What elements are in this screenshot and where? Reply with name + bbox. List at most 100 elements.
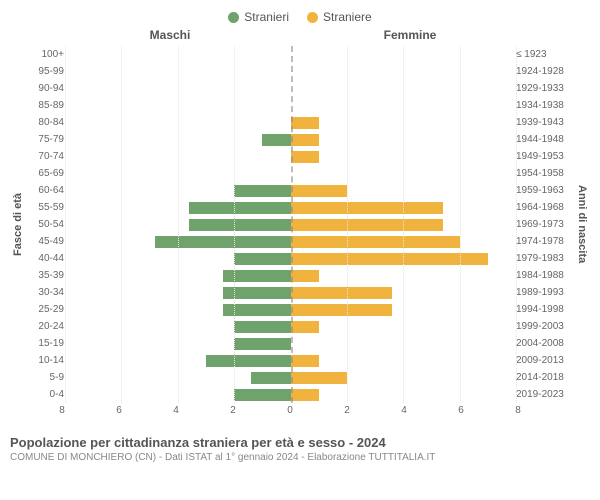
age-tick: 90-94 xyxy=(26,80,64,97)
birth-tick: 1954-1958 xyxy=(516,165,574,182)
bar-male xyxy=(234,253,290,265)
birth-tick: 1959-1963 xyxy=(516,182,574,199)
age-tick: 15-19 xyxy=(26,335,64,352)
age-tick: 30-34 xyxy=(26,284,64,301)
bar-male xyxy=(234,389,290,401)
birth-tick: 1979-1983 xyxy=(516,250,574,267)
birth-tick: 1929-1933 xyxy=(516,80,574,97)
birth-tick: 1924-1928 xyxy=(516,63,574,80)
bar-female xyxy=(291,236,460,248)
x-tick: 6 xyxy=(116,405,122,416)
bar-male xyxy=(223,304,291,316)
legend-label-female: Straniere xyxy=(323,10,372,24)
birth-tick: 1969-1973 xyxy=(516,216,574,233)
x-tick: 2 xyxy=(344,405,350,416)
ylabel-right: Anni di nascita xyxy=(574,46,590,403)
age-tick: 95-99 xyxy=(26,63,64,80)
birth-tick: 1994-1998 xyxy=(516,301,574,318)
age-tick: 60-64 xyxy=(26,182,64,199)
header-female: Femmine xyxy=(290,28,590,42)
bar-male xyxy=(251,372,290,384)
age-tick: 75-79 xyxy=(26,131,64,148)
bar-male xyxy=(189,219,290,231)
bar-female xyxy=(291,355,319,367)
x-tick: 4 xyxy=(401,405,407,416)
birth-tick: 1944-1948 xyxy=(516,131,574,148)
age-tick: 0-4 xyxy=(26,386,64,403)
birth-tick: 1984-1988 xyxy=(516,267,574,284)
age-tick: 80-84 xyxy=(26,114,64,131)
legend-swatch-male xyxy=(228,12,239,23)
age-tick: 10-14 xyxy=(26,352,64,369)
x-tick: 2 xyxy=(230,405,236,416)
age-tick: 40-44 xyxy=(26,250,64,267)
birth-tick: 2004-2008 xyxy=(516,335,574,352)
age-tick: 25-29 xyxy=(26,301,64,318)
bar-female xyxy=(291,117,319,129)
bar-male xyxy=(262,134,290,146)
legend-label-male: Stranieri xyxy=(244,10,289,24)
bar-male xyxy=(234,185,290,197)
birth-tick: 1934-1938 xyxy=(516,97,574,114)
bar-female xyxy=(291,202,443,214)
x-tick: 6 xyxy=(458,405,464,416)
legend-item-female: Straniere xyxy=(307,10,372,24)
age-tick: 20-24 xyxy=(26,318,64,335)
legend: Stranieri Straniere xyxy=(10,10,590,24)
birth-tick: 1964-1968 xyxy=(516,199,574,216)
column-headers: Maschi Femmine xyxy=(10,28,590,42)
bar-female xyxy=(291,134,319,146)
bar-female xyxy=(291,253,488,265)
bar-female xyxy=(291,321,319,333)
bar-male xyxy=(234,338,290,350)
age-axis: 100+95-9990-9485-8980-8475-7970-7465-696… xyxy=(26,46,64,403)
bar-female xyxy=(291,270,319,282)
x-tick: 8 xyxy=(59,405,65,416)
x-tick: 4 xyxy=(173,405,179,416)
age-tick: 50-54 xyxy=(26,216,64,233)
pyramid-plot xyxy=(64,46,516,403)
birth-tick: 2019-2023 xyxy=(516,386,574,403)
birth-axis: ≤ 19231924-19281929-19331934-19381939-19… xyxy=(516,46,574,403)
bar-male xyxy=(223,287,291,299)
footer: Popolazione per cittadinanza straniera p… xyxy=(10,435,590,463)
chart-subtitle: COMUNE DI MONCHIERO (CN) - Dati ISTAT al… xyxy=(10,452,590,463)
bar-male xyxy=(223,270,291,282)
age-tick: 55-59 xyxy=(26,199,64,216)
birth-tick: 1949-1953 xyxy=(516,148,574,165)
bar-female xyxy=(291,372,347,384)
bar-female xyxy=(291,304,392,316)
age-tick: 70-74 xyxy=(26,148,64,165)
bar-female xyxy=(291,287,392,299)
age-tick: 5-9 xyxy=(26,369,64,386)
age-tick: 65-69 xyxy=(26,165,64,182)
birth-tick: 2014-2018 xyxy=(516,369,574,386)
bar-male xyxy=(189,202,290,214)
header-male: Maschi xyxy=(10,28,290,42)
chart-area: Fasce di età 100+95-9990-9485-8980-8475-… xyxy=(10,46,590,403)
legend-swatch-female xyxy=(307,12,318,23)
bar-male xyxy=(206,355,291,367)
bar-male xyxy=(155,236,290,248)
x-axis-wrap: 02468 2468 xyxy=(10,403,590,427)
bar-female xyxy=(291,219,443,231)
bar-female xyxy=(291,185,347,197)
birth-tick: 1999-2003 xyxy=(516,318,574,335)
age-tick: 100+ xyxy=(26,46,64,63)
chart-title: Popolazione per cittadinanza straniera p… xyxy=(10,435,590,450)
ylabel-left: Fasce di età xyxy=(10,46,26,403)
x-tick: 8 xyxy=(515,405,521,416)
legend-item-male: Stranieri xyxy=(228,10,289,24)
birth-tick: 1939-1943 xyxy=(516,114,574,131)
birth-tick: 2009-2013 xyxy=(516,352,574,369)
age-tick: 45-49 xyxy=(26,233,64,250)
bar-female xyxy=(291,389,319,401)
birth-tick: 1989-1993 xyxy=(516,284,574,301)
age-tick: 35-39 xyxy=(26,267,64,284)
bar-male xyxy=(234,321,290,333)
center-axis xyxy=(291,46,293,403)
birth-tick: ≤ 1923 xyxy=(516,46,574,63)
bar-female xyxy=(291,151,319,163)
x-axis: 02468 2468 xyxy=(62,403,518,427)
age-tick: 85-89 xyxy=(26,97,64,114)
